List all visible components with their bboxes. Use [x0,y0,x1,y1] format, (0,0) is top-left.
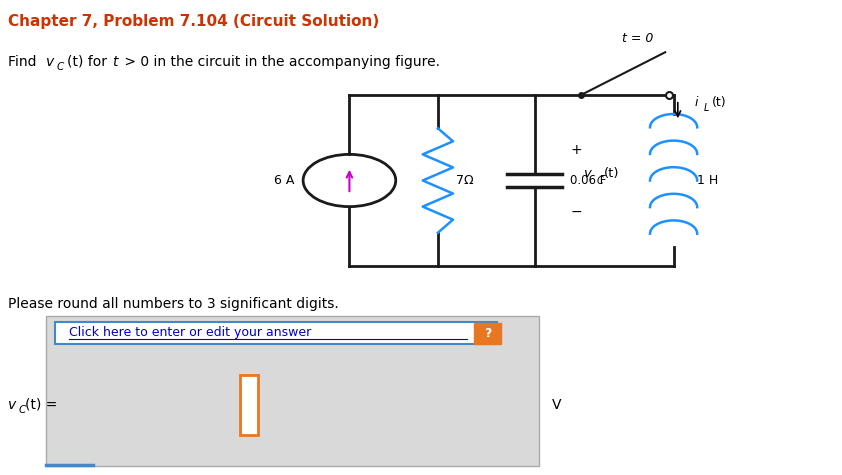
Text: L: L [704,103,709,113]
Text: (t): (t) [604,167,619,180]
Text: v: v [8,398,17,412]
Text: i: i [695,95,698,109]
Text: t = 0: t = 0 [622,32,653,45]
Text: Chapter 7, Problem 7.104 (Circuit Solution): Chapter 7, Problem 7.104 (Circuit Soluti… [8,14,380,29]
FancyBboxPatch shape [55,322,497,344]
Text: v: v [584,167,591,180]
Text: C: C [596,175,603,186]
Text: 1 H: 1 H [697,174,718,187]
Text: t: t [112,55,118,68]
Text: 0.06 F: 0.06 F [570,174,606,187]
Text: C: C [56,62,64,72]
Text: v: v [46,55,55,68]
Text: > 0 in the circuit in the accompanying figure.: > 0 in the circuit in the accompanying f… [120,55,440,68]
Text: 6 A: 6 A [274,174,295,187]
FancyBboxPatch shape [240,375,258,435]
FancyBboxPatch shape [474,323,501,344]
Text: (t) =: (t) = [25,398,57,412]
Text: V: V [552,398,561,412]
Text: ?: ? [484,327,491,340]
Text: Find: Find [8,55,41,68]
Text: −: − [570,204,582,218]
Text: 7Ω: 7Ω [456,174,474,187]
Text: (t) for: (t) for [67,55,112,68]
FancyBboxPatch shape [46,316,539,466]
Text: Please round all numbers to 3 significant digits.: Please round all numbers to 3 significan… [8,297,339,311]
Text: +: + [570,142,582,157]
Text: C: C [19,405,26,415]
Text: Click here to enter or edit your answer: Click here to enter or edit your answer [69,326,312,340]
Text: (t): (t) [711,95,726,109]
